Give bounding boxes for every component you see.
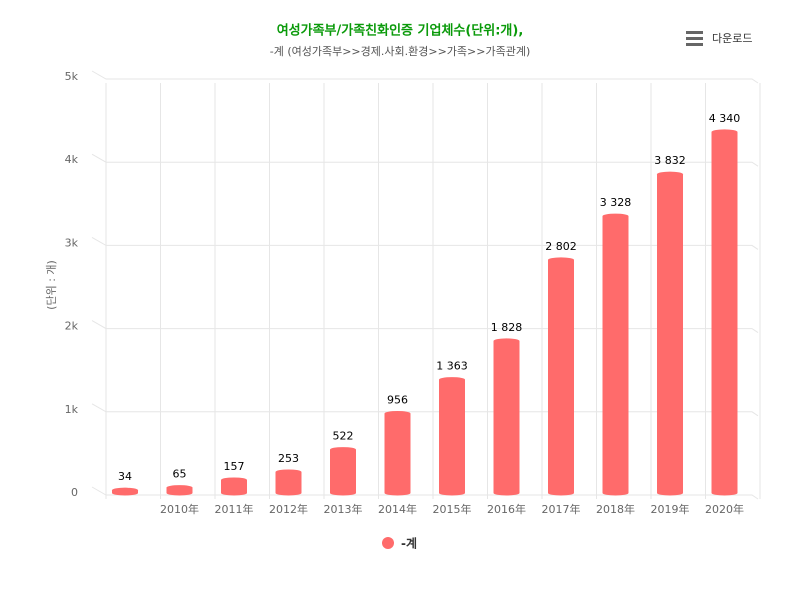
y-axis-label: (단위 : 개) (45, 260, 58, 310)
download-button[interactable]: 다운로드 (686, 31, 752, 46)
value-label: 157 (224, 460, 245, 473)
value-label: 3 328 (600, 196, 632, 209)
bar (711, 129, 738, 496)
download-label[interactable]: 다운로드 (712, 32, 752, 45)
grid-line (91, 403, 759, 417)
x-tick-label: 2010年 (160, 502, 199, 516)
bar (548, 257, 574, 496)
chart-subtitle: -계 (여성가족부>>경제.사회.환경>>가족>>가족관계) (270, 45, 531, 58)
x-tick-label: 2013年 (324, 502, 363, 516)
value-label: 956 (387, 393, 408, 406)
value-label: 1 828 (491, 321, 523, 334)
grid-line (91, 70, 759, 84)
y-tick-label: 5k (65, 70, 79, 83)
value-label: 4 340 (709, 112, 741, 125)
bar (221, 477, 247, 496)
x-tick-label: 2012年 (269, 502, 308, 516)
x-tick-label: 2019年 (651, 502, 690, 516)
x-tick-label: 2014年 (378, 502, 417, 516)
y-tick-label: 3k (65, 236, 79, 249)
bar (275, 469, 302, 496)
grid-line (91, 320, 759, 334)
x-tick-label: 2018年 (596, 502, 635, 516)
bar (166, 485, 193, 496)
x-tick-label: 2016年 (487, 502, 526, 516)
y-tick-label: 4k (65, 153, 79, 166)
grid-line (91, 486, 759, 500)
x-tick-label: 2020年 (705, 502, 744, 516)
grid-line (91, 236, 759, 250)
bar (112, 487, 138, 496)
value-label: 1 363 (436, 360, 468, 373)
x-tick-label: 2015年 (433, 502, 472, 516)
menu-icon (686, 37, 703, 40)
grid-line (91, 153, 759, 167)
bar (493, 338, 520, 496)
x-tick-label: 2017年 (542, 502, 581, 516)
bar (439, 377, 465, 496)
value-label: 65 (173, 468, 187, 481)
bar (384, 410, 411, 496)
chart-title: 여성가족부/가족친화인증 기업체수(단위:개), (277, 23, 524, 39)
value-label: 2 802 (545, 240, 577, 253)
bar (657, 171, 683, 496)
legend-label[interactable]: -계 (401, 536, 417, 551)
menu-icon (686, 43, 703, 46)
menu-icon (686, 31, 703, 34)
bar (602, 213, 629, 496)
bar (330, 447, 356, 496)
value-label: 522 (333, 430, 354, 443)
x-tick-label: 2011年 (215, 502, 254, 516)
y-tick-label: 0 (71, 486, 78, 499)
y-tick-label: 1k (65, 403, 79, 416)
value-label: 3 832 (654, 154, 686, 167)
y-tick-label: 2k (65, 320, 79, 333)
value-label: 253 (278, 452, 299, 465)
legend-marker[interactable] (382, 537, 394, 549)
value-label: 34 (118, 470, 132, 483)
